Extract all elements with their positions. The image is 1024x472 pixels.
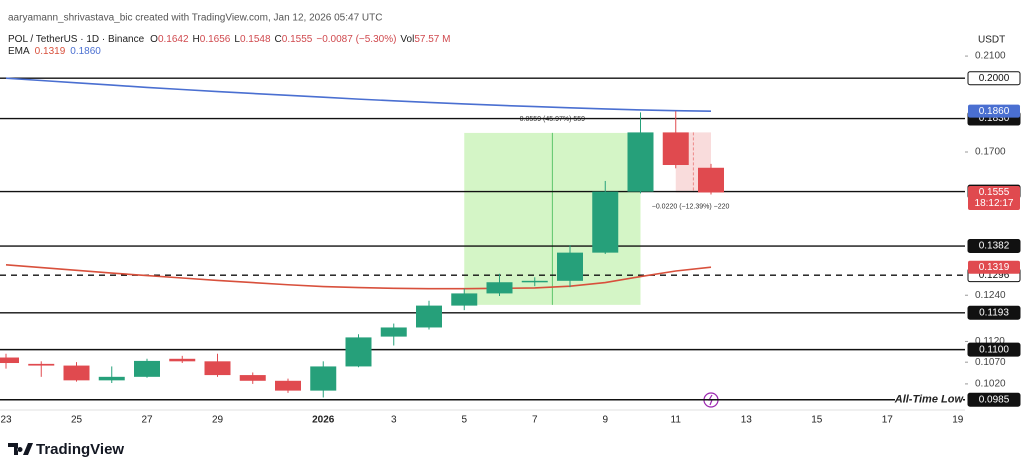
candle-body [521, 280, 548, 283]
candle-body [698, 167, 724, 193]
candle-body [310, 366, 337, 391]
price-tag-timer: 18:12:17 [975, 198, 1014, 209]
y-tick-label: 0.1020 [975, 379, 1006, 390]
c-label: C [275, 34, 282, 45]
candle-body [63, 365, 90, 381]
ema-line [5, 263, 712, 290]
candle-body [204, 361, 231, 376]
level-label: 0.1382 [979, 241, 1010, 252]
candle-body [486, 282, 513, 294]
h-label: H [193, 34, 200, 45]
price-tag [968, 104, 1020, 118]
x-tick-label: 17 [882, 415, 894, 426]
level-label: 0.0985 [979, 394, 1010, 405]
x-tick-label: 23 [0, 415, 12, 426]
candle-body [557, 252, 583, 281]
price-tag-label: 0.1860 [979, 106, 1010, 117]
legend-line: POL / TetherUS · 1D · Binance O0.1642 H0.1… [8, 34, 450, 45]
candle-body [275, 380, 301, 391]
level-label: 0.1296 [979, 270, 1010, 281]
x-tick-label: 19 [952, 415, 964, 426]
logo-mark [8, 443, 33, 455]
level-box [967, 239, 1021, 254]
c-value: 0.1555 [282, 34, 313, 45]
level-box [967, 305, 1021, 320]
candle-body [169, 358, 196, 362]
x-tick-label: 15 [811, 415, 823, 426]
ema-legend: EMA 0.1319 0.1860 [8, 46, 101, 57]
x-tick-label: 2026 [312, 415, 335, 426]
candle-body [239, 375, 266, 381]
x-tick-label: 25 [71, 415, 83, 426]
y-tick-label: 0.1120 [975, 336, 1005, 347]
x-tick-label: 7 [532, 415, 538, 426]
x-tick-label: 29 [212, 415, 224, 426]
y-tick-label: 0.1240 [975, 290, 1006, 301]
x-tick-label: 5 [461, 415, 467, 426]
level-note: All-Time Low [894, 394, 965, 406]
level-label: 0.2000 [979, 73, 1010, 84]
ema-fast: 0.1319 [35, 46, 66, 57]
note-bg [895, 392, 963, 407]
vol-value: 57.57 M [414, 34, 450, 45]
y-tick-label: 0.1070 [975, 357, 1006, 368]
candle-body [627, 132, 654, 192]
brand: TradingView [36, 441, 124, 458]
h-value: 0.1656 [200, 34, 231, 45]
level-box [967, 392, 1021, 407]
candle-body [416, 305, 442, 328]
candle-body [345, 337, 372, 367]
level-box [967, 71, 1021, 86]
candle-body [451, 293, 478, 306]
price-tag-label: 0.1319 [979, 262, 1010, 273]
attribution: aaryamann_shrivastava_bic created with T… [8, 13, 382, 24]
level-label: 0.1193 [979, 307, 1009, 318]
range-label: −0.0220 (−12.39%) −220 [652, 203, 730, 210]
ema-slow: 0.1860 [70, 46, 101, 57]
o-label: O [150, 34, 158, 45]
l-label: L [234, 34, 240, 45]
logo: TradingView [8, 441, 124, 458]
change: −0.0087 (−5.30%) [316, 34, 396, 45]
price-tag [968, 260, 1020, 274]
candle-body [662, 132, 689, 166]
y-tick-label: 0.1700 [975, 147, 1006, 158]
candle-body [134, 360, 160, 377]
candle-body [380, 327, 407, 337]
y-unit: USDT [978, 35, 1005, 46]
o-value: 0.1642 [158, 34, 189, 45]
ema-line [5, 77, 712, 112]
candle-body [98, 376, 125, 381]
range-label: 0.0559 (45.97%) 559 [520, 116, 585, 123]
x-tick-label: 3 [391, 415, 397, 426]
vol-label: Vol [400, 34, 414, 45]
x-tick-label: 9 [602, 415, 608, 426]
candle-body [592, 191, 619, 253]
x-tick-label: 27 [141, 415, 153, 426]
symbol: POL / TetherUS · 1D · Binance [8, 34, 145, 45]
level-label: 0.1100 [979, 344, 1009, 355]
y-tick-label: 0.2100 [975, 51, 1006, 62]
candle-body [0, 357, 19, 364]
price-tag-label: 0.1555 [979, 187, 1010, 198]
ema-label: EMA [8, 46, 30, 57]
candle-body [28, 363, 55, 366]
price-tag [968, 185, 1020, 210]
x-tick-label: 11 [671, 415, 682, 426]
level-label: 0.1830 [979, 113, 1010, 124]
x-tick-label: 13 [741, 415, 753, 426]
l-value: 0.1548 [240, 34, 271, 45]
level-box [967, 342, 1021, 357]
